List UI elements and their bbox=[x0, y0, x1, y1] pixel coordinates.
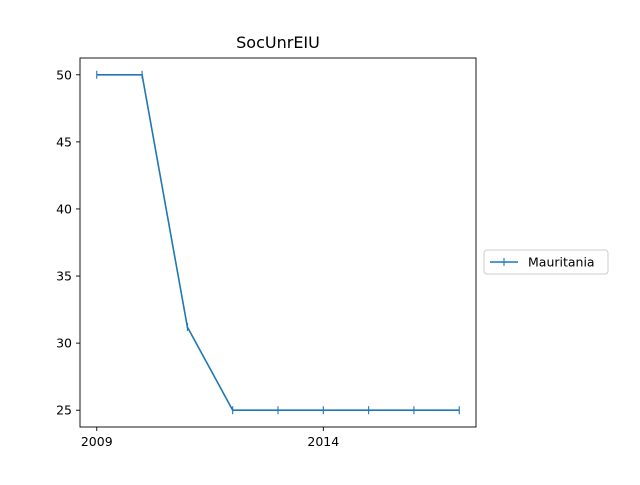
chart-title: SocUnrEIU bbox=[236, 33, 320, 52]
y-tick-label: 30 bbox=[56, 336, 72, 351]
axes-frame bbox=[79, 57, 477, 428]
y-tick-label: 25 bbox=[56, 403, 72, 418]
x-tick-label: 2014 bbox=[307, 434, 339, 449]
legend: Mauritania bbox=[483, 249, 609, 275]
axes: 2009 2014 25 30 35 40 45 50 bbox=[56, 57, 477, 449]
legend-label: Mauritania bbox=[528, 255, 595, 270]
y-tick-label: 35 bbox=[56, 269, 72, 284]
y-tick-label: 50 bbox=[56, 67, 72, 82]
x-tick-label: 2009 bbox=[81, 434, 113, 449]
y-tick-label: 45 bbox=[56, 134, 72, 149]
plot-area bbox=[96, 70, 460, 415]
legend-box bbox=[483, 249, 609, 275]
y-tick-label: 40 bbox=[56, 201, 72, 216]
